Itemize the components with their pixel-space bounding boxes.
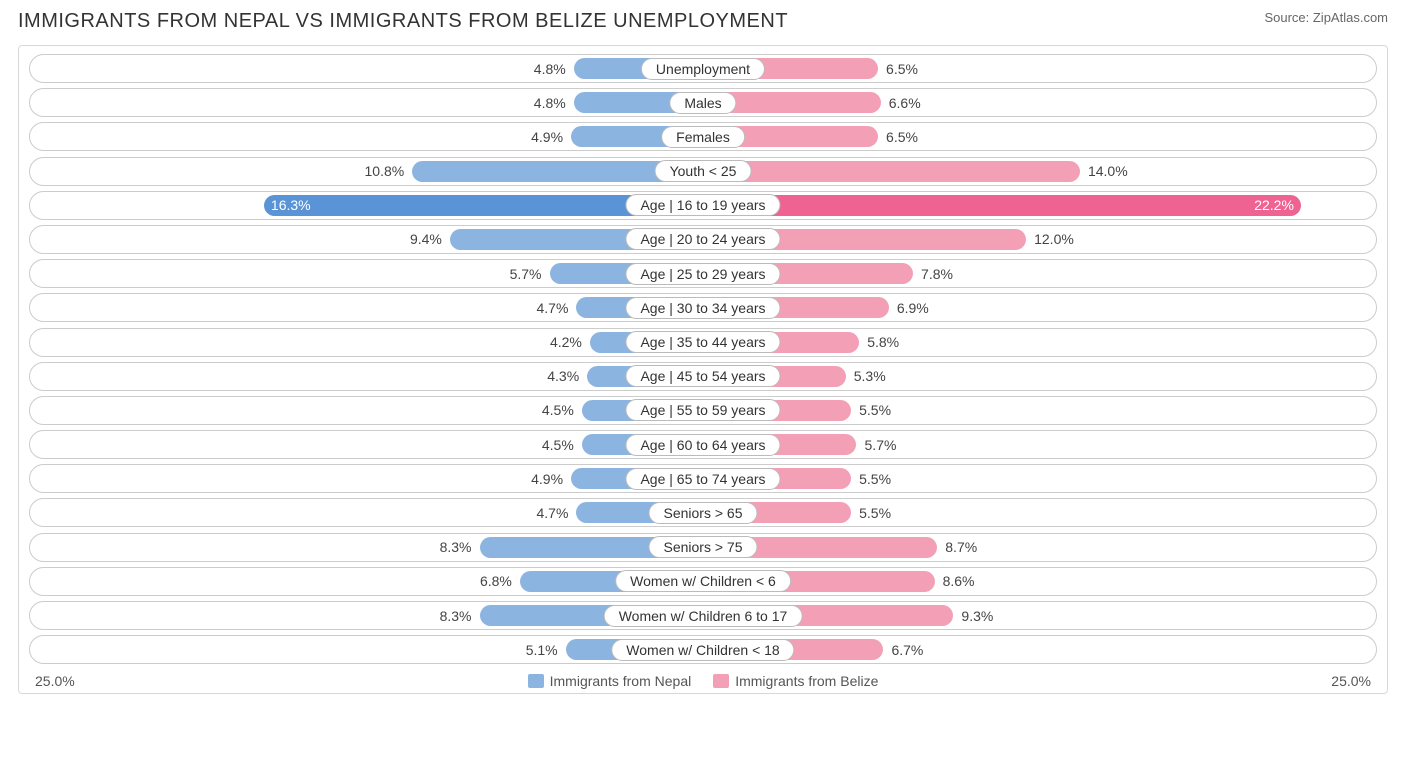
- value-right: 5.7%: [865, 431, 897, 458]
- bar-right: [703, 195, 1301, 216]
- category-label: Age | 65 to 74 years: [625, 468, 780, 490]
- chart-row: 6.8% 8.6% Women w/ Children < 6: [29, 567, 1377, 596]
- legend-item-right: Immigrants from Belize: [713, 673, 878, 689]
- value-left: 4.8%: [534, 55, 566, 82]
- chart-row: 4.9% 5.5% Age | 65 to 74 years: [29, 464, 1377, 493]
- value-left: 6.8%: [480, 568, 512, 595]
- axis-max-left: 25.0%: [35, 673, 75, 689]
- category-label: Age | 60 to 64 years: [625, 434, 780, 456]
- value-right: 8.7%: [945, 534, 977, 561]
- value-left: 8.3%: [440, 534, 472, 561]
- value-left: 10.8%: [365, 158, 405, 185]
- chart-row: 16.3% 22.2% Age | 16 to 19 years: [29, 191, 1377, 220]
- category-label: Women w/ Children < 6: [615, 570, 791, 592]
- value-left: 4.9%: [531, 465, 563, 492]
- legend-item-left: Immigrants from Nepal: [528, 673, 692, 689]
- value-right: 9.3%: [961, 602, 993, 629]
- value-right: 14.0%: [1088, 158, 1128, 185]
- legend-label-left: Immigrants from Nepal: [550, 673, 692, 689]
- value-left: 5.1%: [526, 636, 558, 663]
- source-attribution: Source: ZipAtlas.com: [1264, 10, 1388, 25]
- value-right: 5.8%: [867, 329, 899, 356]
- chart-row: 5.1% 6.7% Women w/ Children < 18: [29, 635, 1377, 664]
- chart-row: 9.4% 12.0% Age | 20 to 24 years: [29, 225, 1377, 254]
- legend-label-right: Immigrants from Belize: [735, 673, 878, 689]
- chart-row: 4.3% 5.3% Age | 45 to 54 years: [29, 362, 1377, 391]
- axis-legend-row: 25.0% Immigrants from Nepal Immigrants f…: [29, 669, 1377, 689]
- category-label: Age | 30 to 34 years: [625, 297, 780, 319]
- chart-row: 4.9% 6.5% Females: [29, 122, 1377, 151]
- diverging-bar-chart: 4.8% 6.5% Unemployment 4.8% 6.6% Males 4.9% 6.5…: [18, 45, 1388, 694]
- value-left: 4.7%: [536, 499, 568, 526]
- value-left: 4.8%: [534, 89, 566, 116]
- chart-row: 5.7% 7.8% Age | 25 to 29 years: [29, 259, 1377, 288]
- value-left: 8.3%: [440, 602, 472, 629]
- value-right: 6.7%: [891, 636, 923, 663]
- value-left: 4.5%: [542, 397, 574, 424]
- chart-row: 8.3% 9.3% Women w/ Children 6 to 17: [29, 601, 1377, 630]
- value-right: 6.5%: [886, 123, 918, 150]
- value-left: 5.7%: [510, 260, 542, 287]
- chart-row: 4.7% 6.9% Age | 30 to 34 years: [29, 293, 1377, 322]
- category-label: Seniors > 75: [649, 536, 758, 558]
- value-right: 6.6%: [889, 89, 921, 116]
- chart-row: 4.2% 5.8% Age | 35 to 44 years: [29, 328, 1377, 357]
- chart-row: 10.8% 14.0% Youth < 25: [29, 157, 1377, 186]
- value-right: 6.5%: [886, 55, 918, 82]
- chart-title: IMMIGRANTS FROM NEPAL VS IMMIGRANTS FROM…: [18, 10, 788, 33]
- category-label: Age | 25 to 29 years: [625, 263, 780, 285]
- chart-row: 4.7% 5.5% Seniors > 65: [29, 498, 1377, 527]
- value-right: 7.8%: [921, 260, 953, 287]
- category-label: Age | 20 to 24 years: [625, 228, 780, 250]
- value-right: 12.0%: [1034, 226, 1074, 253]
- value-right: 5.3%: [854, 363, 886, 390]
- category-label: Women w/ Children < 18: [611, 639, 794, 661]
- category-label: Women w/ Children 6 to 17: [604, 605, 803, 627]
- value-left: 4.3%: [547, 363, 579, 390]
- legend-swatch-right: [713, 674, 729, 688]
- category-label: Unemployment: [641, 58, 765, 80]
- value-left: 4.7%: [536, 294, 568, 321]
- value-right: 8.6%: [943, 568, 975, 595]
- axis-max-right: 25.0%: [1331, 673, 1371, 689]
- value-right: 22.2%: [1254, 192, 1294, 219]
- chart-row: 4.5% 5.7% Age | 60 to 64 years: [29, 430, 1377, 459]
- value-left: 4.9%: [531, 123, 563, 150]
- value-left: 4.2%: [550, 329, 582, 356]
- category-label: Age | 55 to 59 years: [625, 399, 780, 421]
- value-right: 5.5%: [859, 499, 891, 526]
- category-label: Females: [661, 126, 745, 148]
- chart-row: 4.5% 5.5% Age | 55 to 59 years: [29, 396, 1377, 425]
- category-label: Age | 35 to 44 years: [625, 331, 780, 353]
- value-left: 16.3%: [271, 192, 311, 219]
- value-right: 6.9%: [897, 294, 929, 321]
- category-label: Seniors > 65: [649, 502, 758, 524]
- value-left: 9.4%: [410, 226, 442, 253]
- chart-row: 4.8% 6.6% Males: [29, 88, 1377, 117]
- chart-row: 8.3% 8.7% Seniors > 75: [29, 533, 1377, 562]
- category-label: Age | 16 to 19 years: [625, 194, 780, 216]
- category-label: Youth < 25: [655, 160, 752, 182]
- legend: Immigrants from Nepal Immigrants from Be…: [528, 673, 879, 689]
- chart-row: 4.8% 6.5% Unemployment: [29, 54, 1377, 83]
- category-label: Age | 45 to 54 years: [625, 365, 780, 387]
- value-left: 4.5%: [542, 431, 574, 458]
- value-right: 5.5%: [859, 397, 891, 424]
- bar-right: [703, 161, 1080, 182]
- legend-swatch-left: [528, 674, 544, 688]
- value-right: 5.5%: [859, 465, 891, 492]
- category-label: Males: [669, 92, 736, 114]
